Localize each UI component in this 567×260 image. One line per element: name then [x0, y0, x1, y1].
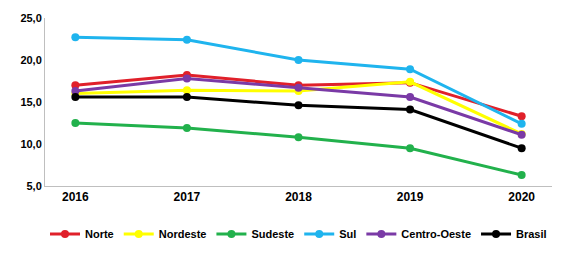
- svg-text:Nordeste: Nordeste: [159, 228, 207, 240]
- svg-text:5,0: 5,0: [27, 180, 42, 192]
- svg-text:Brasil: Brasil: [516, 228, 547, 240]
- svg-text:2016: 2016: [62, 190, 89, 204]
- svg-text:Norte: Norte: [85, 228, 114, 240]
- svg-text:2020: 2020: [508, 190, 535, 204]
- svg-text:2017: 2017: [174, 190, 201, 204]
- svg-text:Sudeste: Sudeste: [251, 228, 294, 240]
- svg-text:25,0: 25,0: [20, 12, 41, 24]
- svg-text:20,0: 20,0: [20, 54, 41, 66]
- svg-text:10,0: 10,0: [20, 138, 41, 150]
- svg-text:Sul: Sul: [339, 228, 356, 240]
- svg-text:Centro-Oeste: Centro-Oeste: [401, 228, 471, 240]
- svg-text:2018: 2018: [285, 190, 312, 204]
- svg-text:2019: 2019: [397, 190, 424, 204]
- svg-text:15,0: 15,0: [20, 96, 41, 108]
